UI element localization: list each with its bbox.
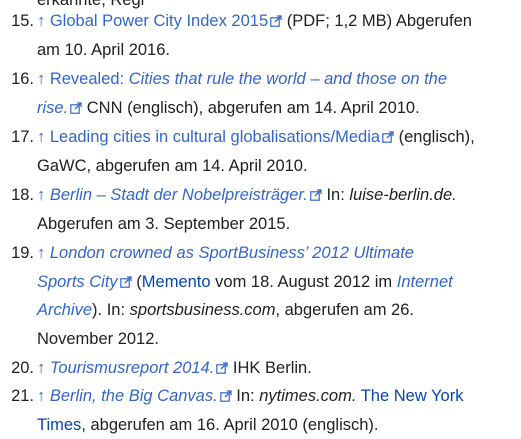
reference-text: ↑ Revealed: Cities that rule the world –… xyxy=(37,65,509,122)
publisher-a: The New York xyxy=(360,387,464,405)
publisher-b: Times xyxy=(37,415,82,434)
reference-text: ↑ Leading cities in cultural globalisati… xyxy=(37,123,509,180)
reference-number: 16. xyxy=(11,70,34,88)
external-link-icon xyxy=(216,362,228,374)
archive-link-b: Archive xyxy=(37,301,93,320)
reference-details: (PDF; 1,2 MB) Abgerufen xyxy=(286,12,472,30)
reference-details: (englisch), xyxy=(398,128,475,146)
previous-line-partial: erkannte, Regi xyxy=(37,0,145,9)
reference-link[interactable]: Tourismusreport 2014. xyxy=(49,359,215,377)
publisher-link[interactable]: The New York Times xyxy=(37,387,463,434)
reference-link[interactable]: Berlin, the Big Canvas. xyxy=(49,387,218,405)
backlink-arrow[interactable]: ↑ xyxy=(37,359,46,377)
external-link-icon xyxy=(70,102,82,114)
external-link-icon xyxy=(310,189,322,201)
source-name: sportsbusiness.com xyxy=(129,301,276,320)
reference-number: 20. xyxy=(11,359,34,377)
in-label: In: xyxy=(236,387,255,405)
reference-details: IHK Berlin. xyxy=(232,359,312,377)
source-name: nytimes.com. xyxy=(259,387,357,405)
reference-number: 18. xyxy=(11,186,34,204)
reference-link[interactable]: London crowned as SportBusiness’ 2012 Ul… xyxy=(37,244,414,291)
reference-details-line2: am 10. April 2016. xyxy=(37,40,170,59)
link-prefix: Revealed: xyxy=(49,70,129,88)
memento-link[interactable]: Memento xyxy=(141,272,211,291)
reference-link[interactable]: Berlin – Stadt der Nobelpreisträger. xyxy=(49,186,308,204)
reference-details-line2: GaWC, abgerufen am 14. April 2010. xyxy=(37,156,308,175)
link-title: London crowned as SportBusiness’ 2012 Ul… xyxy=(49,244,414,262)
external-link-icon xyxy=(270,15,282,27)
backlink-arrow[interactable]: ↑ xyxy=(37,12,46,30)
backlink-arrow[interactable]: ↑ xyxy=(37,244,46,262)
reference-details: vom 18. August 2012 im xyxy=(215,272,393,291)
reference-link[interactable]: Global Power City Index 2015 xyxy=(49,12,269,30)
reference-text: ↑ Tourismusreport 2014. IHK Berlin. xyxy=(37,354,509,383)
reference-text: ↑ Global Power City Index 2015 (PDF; 1,2… xyxy=(37,7,509,64)
reference-text: ↑ London crowned as SportBusiness’ 2012 … xyxy=(37,239,509,353)
reference-link[interactable]: Revealed: Cities that rule the world – a… xyxy=(37,70,447,117)
backlink-arrow[interactable]: ↑ xyxy=(37,128,46,146)
reference-link[interactable]: Leading cities in cultural globalisation… xyxy=(49,128,381,146)
reference-details-line3: November 2012. xyxy=(37,329,159,348)
reference-details-access: , abgerufen am 26. xyxy=(275,301,414,320)
link-title-cont: Sports City xyxy=(37,272,118,291)
external-link-icon xyxy=(120,276,132,288)
reference-number: 21. xyxy=(11,387,34,405)
external-link-icon xyxy=(220,390,232,402)
reference-text: ↑ Berlin – Stadt der Nobelpreisträger. I… xyxy=(37,181,509,238)
reference-number: 15. xyxy=(11,12,34,30)
reference-details: , abgerufen am 16. April 2010 (englisch)… xyxy=(81,415,379,434)
link-title: Cities that rule the world – and those o… xyxy=(128,70,448,88)
reference-details: CNN (englisch), abgerufen am 14. April 2… xyxy=(86,98,420,117)
backlink-arrow[interactable]: ↑ xyxy=(37,70,46,88)
source-name: luise-berlin.de. xyxy=(349,186,457,204)
paren-open: ( xyxy=(136,272,142,291)
internet-archive-link[interactable]: Internet Archive xyxy=(37,273,453,320)
reference-number: 19. xyxy=(11,244,34,262)
reference-text: ↑ Berlin, the Big Canvas. In: nytimes.co… xyxy=(37,382,509,439)
reference-details-line2: Abgerufen am 3. September 2015. xyxy=(37,214,291,233)
backlink-arrow[interactable]: ↑ xyxy=(37,387,46,405)
reference-details-in: ). In: xyxy=(92,301,126,320)
link-title-cont: rise. xyxy=(37,98,69,117)
external-link-icon xyxy=(382,131,394,143)
reference-number: 17. xyxy=(11,128,34,146)
archive-link-a: Internet xyxy=(396,272,453,291)
backlink-arrow[interactable]: ↑ xyxy=(37,186,46,204)
in-label: In: xyxy=(326,186,345,204)
